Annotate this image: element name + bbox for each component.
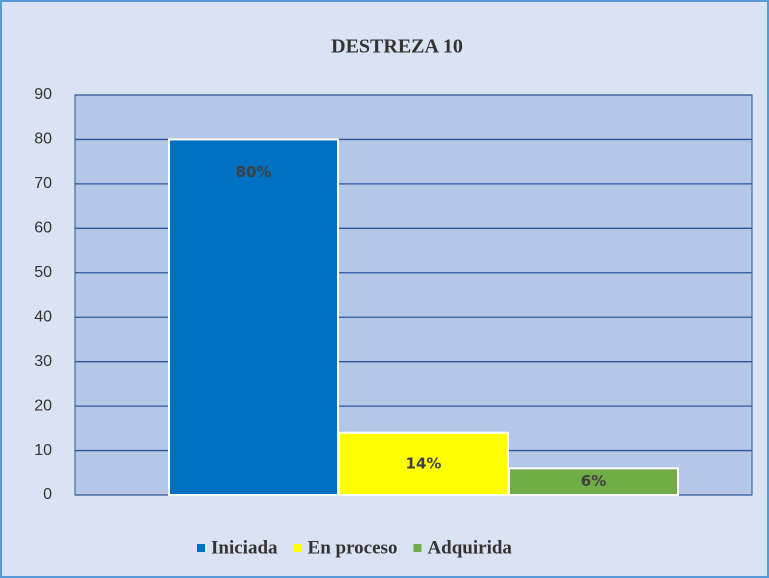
- y-tick-label: 50: [34, 264, 52, 281]
- y-tick-label: 20: [34, 397, 52, 414]
- y-tick-label: 80: [34, 131, 52, 148]
- legend-swatch: [197, 544, 205, 552]
- y-tick-label: 10: [34, 442, 52, 459]
- bar: [168, 138, 339, 496]
- bar: [508, 467, 679, 497]
- legend-label: Adquirida: [427, 537, 512, 558]
- chart-title: DESTREZA 10: [331, 36, 463, 58]
- legend-label: En proceso: [308, 537, 398, 558]
- legend-swatch: [293, 544, 302, 552]
- y-tick-label: 40: [34, 308, 52, 325]
- y-tick-label: 70: [34, 175, 52, 192]
- y-tick-label: 90: [34, 86, 52, 103]
- data-label: 6%: [581, 472, 606, 490]
- legend-label: Iniciada: [211, 537, 278, 558]
- data-label: 14%: [406, 454, 442, 472]
- legend-swatch: [413, 544, 422, 552]
- y-tick-label: 0: [43, 486, 52, 503]
- y-tick-label: 60: [34, 220, 52, 237]
- data-label: 80%: [236, 163, 272, 181]
- bar: [338, 431, 509, 496]
- y-tick-label: 30: [34, 353, 52, 370]
